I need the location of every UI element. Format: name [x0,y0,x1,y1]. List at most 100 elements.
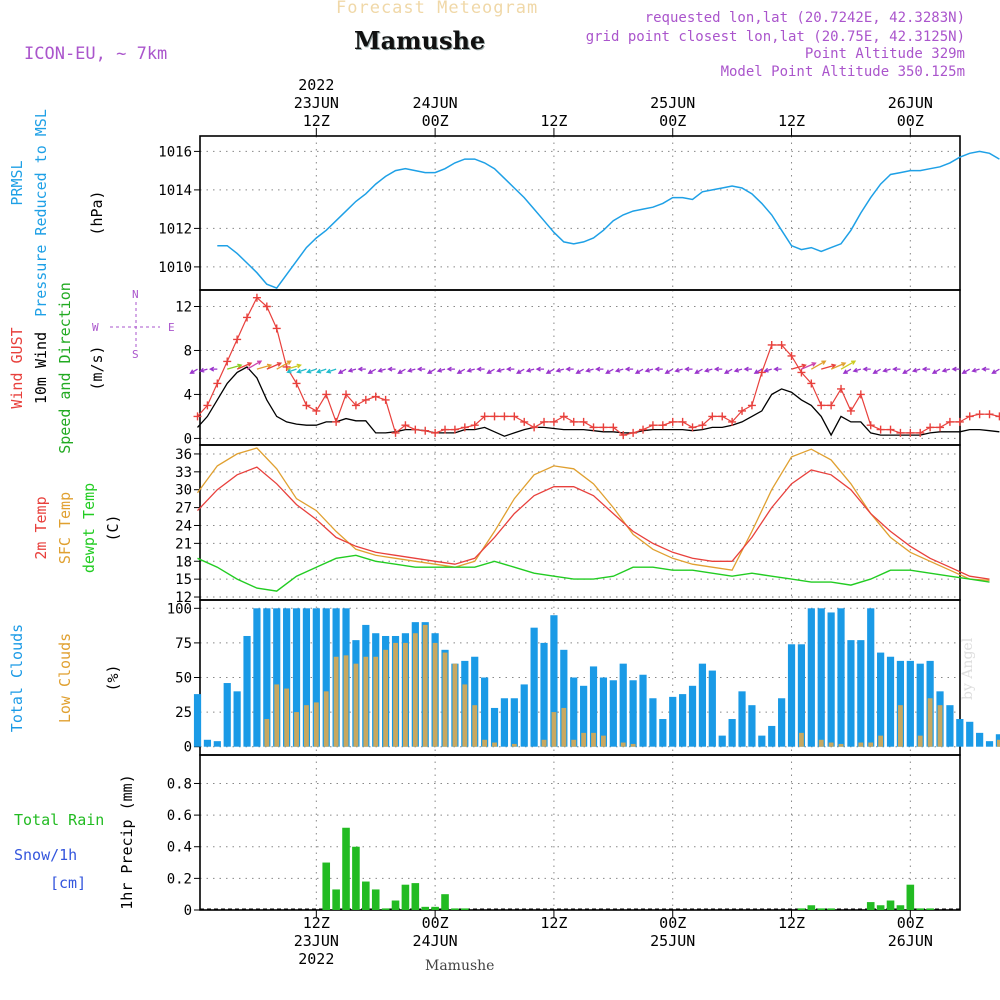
pressure-frame [199,135,961,291]
wind-direction-arrow [624,366,634,372]
wind-direction-arrow [862,366,871,372]
total-cloud-bar [728,719,736,747]
gust-marker [252,293,261,302]
rain-bar [876,905,885,910]
pressure-panel: 1010 1012 1014 1016 [158,135,961,291]
compass-n: N [132,288,139,301]
gust-marker [807,379,816,388]
gust-marker [520,417,529,426]
y-tick-label: 0 [184,903,192,919]
rain-bar [421,906,430,910]
gust-marker [559,412,568,421]
low-cloud-bar [472,705,478,747]
total-cloud-bar [490,707,499,747]
wind-direction-arrow [872,368,881,374]
total-cloud-bar [708,670,716,747]
gust-marker [827,401,836,410]
rain-bar [352,846,360,910]
wind-direction-arrow [951,366,960,372]
gust-marker [619,431,628,440]
gust-marker [797,368,806,377]
wind-direction-arrow [416,366,426,372]
gust-marker [975,410,984,419]
wind-direction-arrow [256,363,273,370]
total-cloud-bar [619,663,627,747]
gust-marker [629,428,638,437]
gust-marker [243,313,252,322]
gust-marker [945,417,954,426]
low-cloud-bar [898,705,903,747]
low-cloud-bar [997,739,1000,747]
low-cloud-bar [818,739,824,747]
low-cloud-bar [601,735,606,747]
gust-marker [599,423,608,432]
total-cloud-bar [312,608,320,747]
gust-marker [391,428,400,437]
compass-w: W [92,321,99,334]
gust-marker [381,395,390,404]
total-cloud-bar [976,732,984,747]
pressure-label-full: Pressure Reduced to MSL [32,109,50,317]
wind-direction-arrow [723,368,733,374]
wind-direction-arrow [367,368,377,374]
gust-marker [936,423,945,432]
low-cloud-bar [264,719,270,747]
rain-bar [401,884,410,910]
temp-unit: (C) [104,514,122,541]
low-cloud-bar [482,739,488,747]
gust-marker [609,423,618,432]
point-altitude: Point Altitude 329m [804,46,965,62]
wind-direction-arrow [266,362,283,370]
page-title: Mamushe [354,26,486,55]
gust-marker [401,421,410,430]
cloud-label-total: Total Clouds [8,624,26,732]
y-tick-label: 18 [175,554,192,570]
total-cloud-bar [193,694,202,747]
wind-direction-arrow [505,366,515,372]
total-cloud-bar [688,685,697,747]
wind-direction-arrow [456,368,466,374]
y-tick-label: 15 [175,572,192,588]
wind-direction-arrow [486,368,495,374]
total-cloud-bar [946,705,954,747]
low-cloud-bar [343,655,349,747]
total-cloud-bar [837,608,845,747]
low-cloud-bar [294,712,299,747]
low-cloud-bar [561,707,567,747]
wind-gust-line [197,296,1000,436]
model-altitude: Model Point Altitude 350.125m [720,64,965,80]
total-cloud-bar [510,698,518,747]
gust-marker [510,412,519,421]
y-tick-label: 27 [175,501,192,517]
rain-bar [797,908,806,910]
wind-direction-arrow [555,367,565,373]
wind-direction-arrow [830,362,847,370]
x-tick-label-top: 00Z [659,112,686,130]
wind-direction-arrow [821,363,837,370]
wind-direction-arrow [189,368,198,374]
wind-direction-arrow [208,366,218,372]
rain-bar [342,827,350,910]
low-cloud-bar [937,705,943,747]
rain-bar [817,908,826,910]
gust-marker [688,423,697,432]
rain-bar [461,908,469,910]
total-cloud-bar [203,739,212,747]
wind-direction-arrow [325,368,337,374]
total-cloud-bar [748,705,756,747]
wind-direction-arrow [227,363,243,370]
rain-bar [391,900,400,910]
x-tick-label-top: 12Z [303,112,330,130]
y-tick-label: 36 [175,447,192,463]
gust-marker [777,340,786,349]
x-tick-label-top: 12Z [540,112,567,130]
total-cloud-bar [530,627,538,747]
wind-direction-arrow [377,367,386,373]
y-tick-label: 12 [175,299,192,315]
precip-label-snow: Snow/1h [14,846,77,864]
total-cloud-bar [817,608,825,747]
wind-direction-arrow [387,366,396,372]
x-tick-label-bottom: 26JUN [888,932,933,950]
wind-direction-arrow [644,367,654,373]
gust-marker [351,401,360,410]
